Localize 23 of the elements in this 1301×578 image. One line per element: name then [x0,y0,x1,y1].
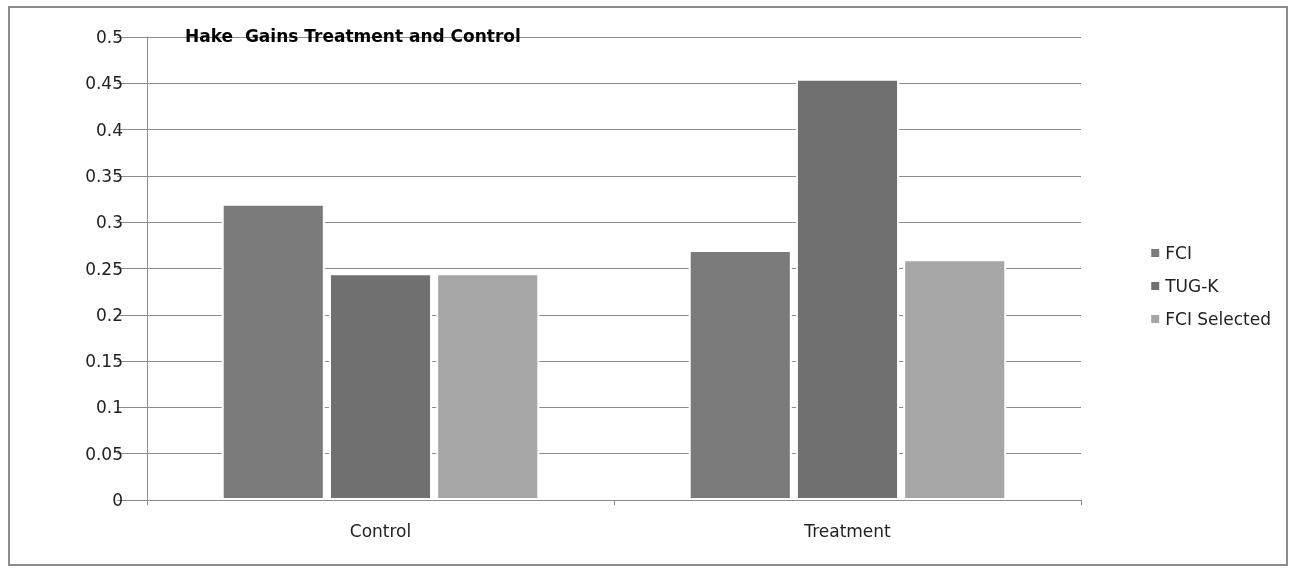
legend-label: FCI [1165,243,1192,263]
y-tick-label: 0.1 [95,397,123,418]
bar [795,78,900,500]
y-tick-label: 0.45 [85,73,123,94]
y-tick-label: 0.15 [85,351,123,372]
chart-title: Hake Gains Treatment and Control [185,25,521,46]
y-tick-label: 0.5 [95,27,123,47]
x-tick-label: Treatment [803,520,892,541]
bar [688,249,792,500]
bar [436,273,540,500]
y-tick-label: 0.2 [95,304,123,325]
bar [328,273,433,500]
legend-label: TUG-K [1164,276,1220,296]
y-tick-label: 0.35 [85,165,123,186]
bar [903,259,1007,500]
x-tick-label: Control [349,520,412,541]
y-tick-label: 0.05 [85,443,123,464]
y-tick-label: 0.4 [95,119,123,140]
y-tick-label: 0 [112,490,123,510]
y-tick-label: 0.25 [85,258,123,279]
legend-label: FCI Selected [1165,309,1272,329]
y-tick-label: 0.3 [95,212,123,233]
bar [221,203,325,500]
